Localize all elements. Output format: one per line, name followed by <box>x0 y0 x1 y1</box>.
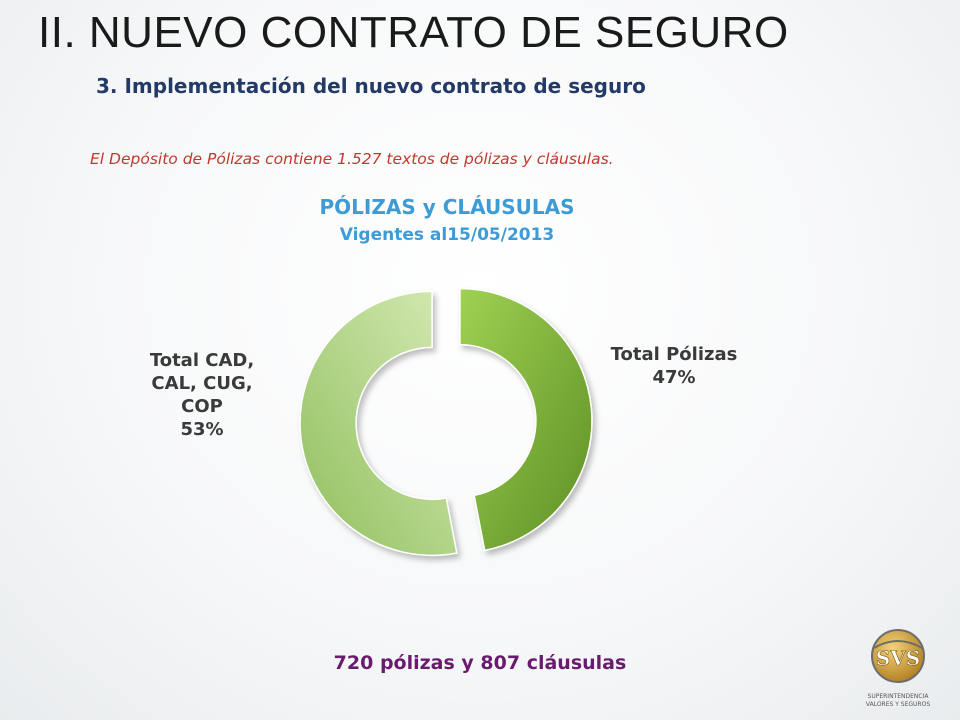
slice-label-1-line-1: CAL, CUG, <box>151 373 252 394</box>
slice-label-0-line-0: Total Pólizas <box>611 344 738 365</box>
logo-monogram: SVS <box>876 646 920 670</box>
slice-label-1-line-0: Total CAD, <box>150 350 254 371</box>
slice-label-1-line-2: COP <box>181 396 223 417</box>
chart-subtitle: Vigentes al15/05/2013 <box>340 225 555 245</box>
summary-footer: 720 pólizas y 807 cláusulas <box>333 652 627 674</box>
slide-subtitle: 3. Implementación del nuevo contrato de … <box>96 74 646 98</box>
slide-title: II. NUEVO CONTRATO DE SEGURO <box>38 8 789 57</box>
chart-title: PÓLIZAS y CLÁUSULAS <box>320 195 575 219</box>
logo-line2: VALORES Y SEGUROS <box>866 701 930 708</box>
slice-label-1-line-3: 53% <box>180 419 223 440</box>
slice-1 <box>299 290 458 557</box>
slice-label-0-line-1: 47% <box>652 367 695 388</box>
deposit-note: El Depósito de Pólizas contiene 1.527 te… <box>90 150 614 168</box>
slice-0 <box>459 287 593 552</box>
logo-line1: SUPERINTENDENCIA <box>868 693 930 700</box>
svs-logo: SVS SUPERINTENDENCIA VALORES Y SEGUROS <box>866 629 930 708</box>
